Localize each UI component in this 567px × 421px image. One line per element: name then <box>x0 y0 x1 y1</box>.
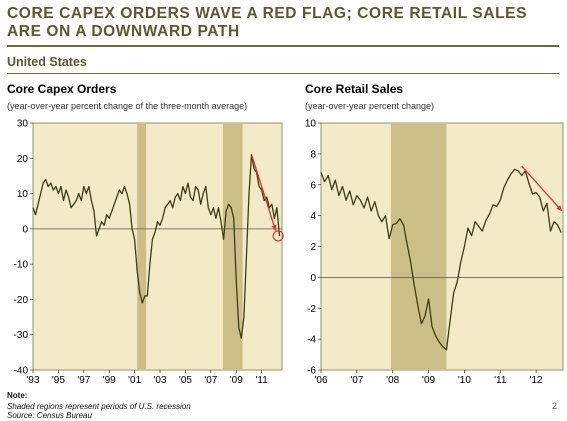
retail-xtick-label: '07 <box>350 375 363 386</box>
capex-ytick-label: -20 <box>14 295 29 306</box>
capex-xtick-label: '05 <box>179 375 192 386</box>
left-chart-title: Core Capex Orders <box>7 82 117 96</box>
retail-ytick-label: 2 <box>310 242 316 253</box>
note-text: Shaded regions represent periods of U.S.… <box>7 402 191 411</box>
capex-ytick-label: 10 <box>17 189 29 200</box>
capex-xtick-label: '11 <box>256 375 269 386</box>
retail-xtick-label: '10 <box>458 375 471 386</box>
retail-ytick-label: 10 <box>305 119 317 130</box>
capex-xtick-label: '01 <box>128 375 141 386</box>
capex-trend-arrow <box>251 156 277 231</box>
subtitle-rule <box>7 73 559 74</box>
right-chart-title: Core Retail Sales <box>305 82 404 96</box>
capex-plot-area <box>32 122 283 371</box>
region-subtitle: United States <box>7 55 87 69</box>
retail-ytick-label: -6 <box>307 366 316 377</box>
capex-ytick-label: 20 <box>17 154 29 165</box>
page-title: CORE CAPEX ORDERS WAVE A RED FLAG; CORE … <box>7 5 528 40</box>
footer-note: Note: <box>7 391 27 400</box>
capex-circle-marker <box>272 230 284 242</box>
capex-xtick-label: '07 <box>204 375 217 386</box>
right-chart-units: (year-over-year percent change) <box>305 101 435 111</box>
retail-trend-arrow <box>521 165 563 212</box>
capex-recession-band <box>137 123 147 370</box>
left-chart-units: (year-over-year percent change of the th… <box>7 101 248 111</box>
capex-xtick-label: '95 <box>52 375 65 386</box>
capex-xtick-label: '03 <box>154 375 167 386</box>
retail-ytick-label: 0 <box>310 273 316 284</box>
capex-series-line <box>32 154 281 339</box>
retail-ytick-label: -2 <box>307 304 316 315</box>
page-number: 2 <box>551 401 557 411</box>
retail-xtick-label: '06 <box>314 375 327 386</box>
retail-trend-arrow-head <box>556 205 562 211</box>
source-text: Source: Census Bureau <box>7 411 92 420</box>
capex-xtick-label: '99 <box>103 375 116 386</box>
capex-xtick-label: '09 <box>230 375 243 386</box>
retail-ytick-label: 6 <box>310 180 316 191</box>
retail-recession-band <box>390 123 447 370</box>
retail-xtick-label: '08 <box>386 375 399 386</box>
capex-ytick-label: -40 <box>14 366 29 377</box>
retail-xtick-label: '09 <box>422 375 435 386</box>
capex-xtick-label: '97 <box>77 375 90 386</box>
capex-ytick-label: 30 <box>17 119 29 130</box>
retail-xtick-label: '11 <box>494 375 507 386</box>
capex-trend-arrow-head <box>271 224 277 231</box>
retail-xtick-label: '12 <box>530 375 543 386</box>
capex-ytick-label: -10 <box>14 260 29 271</box>
retail-ytick-label: 8 <box>310 149 316 160</box>
capex-ytick-label: 0 <box>22 224 28 235</box>
retail-ytick-label: -4 <box>307 335 316 346</box>
capex-ytick-label: -30 <box>14 330 29 341</box>
capex-xtick-label: '93 <box>26 375 39 386</box>
retail-ytick-label: 4 <box>310 211 316 222</box>
retail-series-line <box>320 168 562 351</box>
note-label: Note: <box>7 391 28 400</box>
title-rule <box>7 45 559 47</box>
